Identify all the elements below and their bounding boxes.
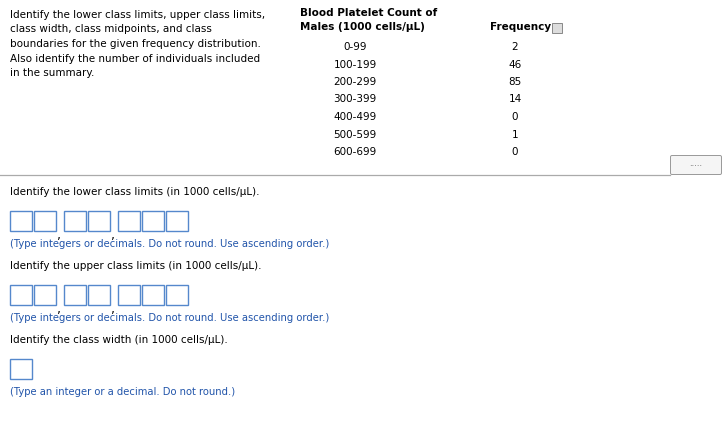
Text: (Type integers or decimals. Do not round. Use ascending order.): (Type integers or decimals. Do not round…	[10, 239, 330, 249]
Text: 46: 46	[508, 59, 521, 70]
Bar	[10, 211, 32, 231]
Text: 600-699: 600-699	[333, 147, 377, 157]
Text: ,: ,	[111, 229, 115, 242]
Text: (Type integers or decimals. Do not round. Use ascending order.): (Type integers or decimals. Do not round…	[10, 313, 330, 323]
Bar	[88, 285, 110, 305]
Text: 200-299: 200-299	[333, 77, 377, 87]
Bar	[64, 211, 86, 231]
Bar	[88, 211, 110, 231]
Text: Also identify the number of individuals included: Also identify the number of individuals …	[10, 54, 260, 64]
Text: Identify the upper class limits (in 1000 cells/μL).: Identify the upper class limits (in 1000…	[10, 261, 261, 271]
Bar	[552, 23, 562, 32]
Text: 1: 1	[512, 129, 518, 139]
Bar	[10, 285, 32, 305]
Text: 0: 0	[512, 147, 518, 157]
Bar	[34, 211, 56, 231]
Text: Blood Platelet Count of: Blood Platelet Count of	[300, 8, 437, 18]
Text: .....: .....	[690, 159, 703, 168]
Text: boundaries for the given frequency distribution.: boundaries for the given frequency distr…	[10, 39, 261, 49]
Text: Identify the lower class limits, upper class limits,: Identify the lower class limits, upper c…	[10, 10, 265, 20]
Text: 2: 2	[512, 42, 518, 52]
Text: Males (1000 cells/μL): Males (1000 cells/μL)	[300, 23, 425, 32]
Bar	[10, 359, 32, 379]
Text: 500-599: 500-599	[333, 129, 377, 139]
Text: (Type an integer or a decimal. Do not round.): (Type an integer or a decimal. Do not ro…	[10, 387, 235, 397]
Text: 400-499: 400-499	[333, 112, 377, 122]
Text: in the summary.: in the summary.	[10, 68, 94, 78]
Bar	[166, 285, 188, 305]
Text: Identify the class width (in 1000 cells/μL).: Identify the class width (in 1000 cells/…	[10, 335, 228, 345]
Bar	[118, 211, 140, 231]
Bar	[142, 285, 164, 305]
Bar	[34, 285, 56, 305]
Text: 0: 0	[512, 112, 518, 122]
Text: 85: 85	[508, 77, 521, 87]
Text: ,: ,	[57, 303, 61, 316]
Bar	[118, 285, 140, 305]
FancyBboxPatch shape	[671, 155, 722, 174]
Text: 100-199: 100-199	[333, 59, 377, 70]
Text: 14: 14	[508, 94, 521, 104]
Text: Frequency: Frequency	[490, 23, 551, 32]
Text: class width, class midpoints, and class: class width, class midpoints, and class	[10, 25, 212, 35]
Bar	[142, 211, 164, 231]
Text: ,: ,	[111, 303, 115, 316]
Text: Identify the lower class limits (in 1000 cells/μL).: Identify the lower class limits (in 1000…	[10, 187, 259, 197]
Text: ,: ,	[57, 229, 61, 242]
Bar	[166, 211, 188, 231]
Bar	[64, 285, 86, 305]
Text: 0-99: 0-99	[343, 42, 367, 52]
Text: 300-399: 300-399	[333, 94, 377, 104]
